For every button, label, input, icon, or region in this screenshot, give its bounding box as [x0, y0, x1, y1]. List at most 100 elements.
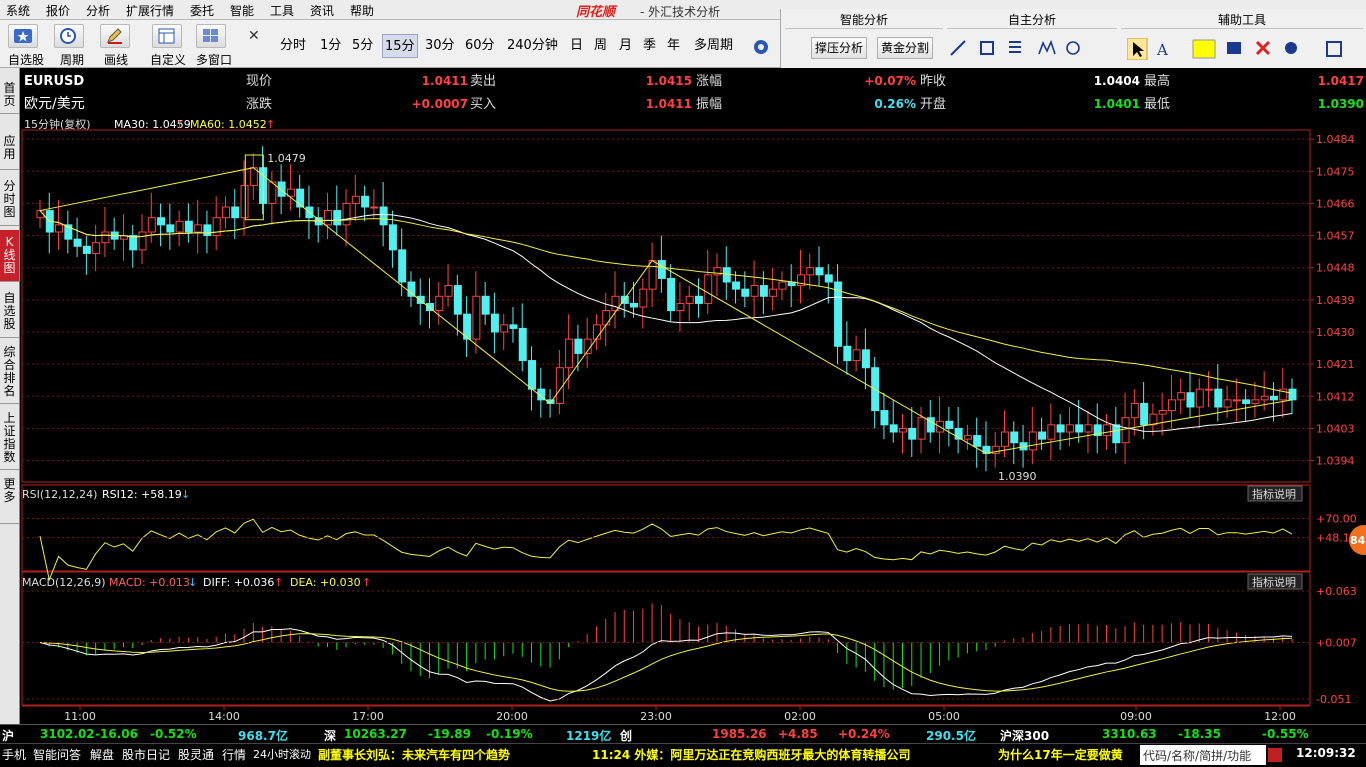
kline-chart[interactable]: EURUSD 欧元/美元 现价 1.0411 卖出 1.0415 涨幅 +0.07% 昨收 1…	[20, 68, 1366, 725]
sidebar-tab-apps[interactable]: 应用	[0, 132, 19, 170]
candle-body	[138, 231, 147, 251]
period-tab-1m[interactable]: 1分	[320, 38, 342, 53]
ma60-line	[39, 210, 1293, 394]
tab-24h-news[interactable]: 24小时滚动	[253, 748, 311, 761]
menu-bar: 系统 报价 分析 扩展行情 委托 智能 工具 资讯 帮助 同花顺 - 外汇技术分…	[0, 0, 1366, 20]
golden-section-button[interactable]: 黄金分割	[877, 37, 934, 59]
ma60-legend: MA60: 1.0452	[190, 118, 267, 131]
period-tab-60m[interactable]: 60分	[465, 38, 495, 53]
menu-quotes[interactable]: 报价	[46, 4, 71, 18]
menu-smart[interactable]: 智能	[230, 4, 255, 18]
sidebar-tab-watchlist[interactable]: 自选股	[0, 286, 19, 338]
tab-quotes[interactable]: 行情	[222, 748, 247, 762]
rsi-tick-label: +70.00	[1316, 513, 1357, 526]
clock: 12:09:32	[1296, 746, 1356, 760]
candle-body	[592, 324, 601, 340]
candle-body	[620, 295, 629, 304]
tab-market-commentary[interactable]: 解盘	[90, 748, 115, 762]
tab-smart-qa[interactable]: 智能问答	[33, 748, 82, 762]
color-picker-icon[interactable]	[1192, 39, 1216, 59]
period-tab-timeshare[interactable]: 分时	[280, 38, 307, 53]
period-tab-day[interactable]: 日	[570, 38, 584, 53]
text-tool-icon[interactable]: A	[1156, 41, 1168, 59]
rsi-indicator-help-button[interactable]	[1247, 485, 1303, 502]
candle-body	[1149, 413, 1158, 426]
wave-icon[interactable]	[1038, 39, 1056, 55]
candle-body	[1214, 388, 1223, 408]
close-icon[interactable]: ✕	[248, 28, 260, 44]
news-headline-2[interactable]: 11:24 外媒：阿里万达正在竞购西班牙最大的体育转播公司	[592, 748, 911, 762]
trend-line-icon[interactable]	[950, 40, 966, 56]
ma30-legend: MA30: 1.0459	[114, 118, 191, 131]
macd-legend-macd: MACD: +0.013	[109, 576, 190, 589]
quote-label-1-0: 涨跌	[246, 96, 272, 112]
period-tab-5m[interactable]: 5分	[352, 38, 374, 53]
clock-icon	[60, 28, 76, 44]
candle-body	[667, 277, 676, 312]
watchlist-button[interactable]	[8, 24, 38, 48]
period-tab-week[interactable]: 周	[594, 38, 608, 53]
custom-button[interactable]	[152, 24, 182, 48]
sidebar-tab-more[interactable]: 更多	[0, 474, 19, 524]
candle-body	[778, 281, 787, 290]
sidebar-tab-timeshare[interactable]: 分时图	[0, 174, 19, 226]
tab-stock-diary[interactable]: 股市日记	[122, 748, 171, 762]
tool-settings-icon[interactable]	[1285, 42, 1297, 54]
news-headline-3[interactable]: 为什么17年一定要做黄	[998, 748, 1123, 762]
period-tab-quarter[interactable]: 季	[643, 38, 657, 53]
time-axis: 11:00 14:00 17:00 20:00 23:00 02:00 05:00 09:00…	[22, 705, 1310, 723]
sidebar-tab-ranking[interactable]: 综合排名	[0, 342, 19, 404]
rectangle-icon[interactable]	[980, 41, 994, 55]
delete-drawing-icon[interactable]	[1255, 40, 1271, 56]
period-tab-30m[interactable]: 30分	[425, 38, 455, 53]
period-tab-year[interactable]: 年	[667, 38, 681, 53]
tab-stock-link[interactable]: 股灵通	[178, 748, 215, 762]
candle-body	[277, 181, 286, 197]
macd-indicator-help-button[interactable]	[1247, 573, 1303, 590]
brand-logo: 同花顺	[576, 5, 616, 20]
period-tab-multi[interactable]: 多周期	[694, 38, 734, 53]
pencil-icon	[107, 28, 122, 44]
rsi-panel-frame	[21, 484, 1311, 572]
floating-badge[interactable]	[1349, 525, 1366, 555]
period-label: 周期	[60, 53, 85, 67]
candle-body	[221, 206, 230, 219]
period-tab-240m[interactable]: 240分钟	[507, 38, 558, 53]
candle-body	[73, 238, 82, 247]
circle-icon[interactable]	[1066, 41, 1080, 55]
ticker-field-12: +4.85	[778, 727, 818, 741]
search-input[interactable]: 代码/名称/简拼/功能	[1140, 745, 1266, 765]
x-tick-label: 17:00	[352, 710, 384, 723]
menu-analysis[interactable]: 分析	[86, 4, 111, 18]
candle-body	[1056, 424, 1065, 433]
candle-body	[676, 302, 685, 312]
menu-help[interactable]: 帮助	[350, 4, 375, 18]
diff-up-arrow-icon: ↑	[274, 576, 283, 589]
menu-news[interactable]: 资讯	[310, 4, 335, 18]
multi-window-button[interactable]	[196, 24, 226, 48]
settings-gear-icon[interactable]	[752, 38, 770, 56]
period-tab-15m[interactable]: 15分	[382, 34, 418, 58]
watchlist-label: 自选股	[8, 53, 45, 67]
draw-line-label: 画线	[104, 53, 129, 67]
sidebar-tab-home[interactable]: 首页	[0, 78, 19, 114]
tab-mobile[interactable]: 手机	[2, 748, 27, 762]
fib-lines-icon[interactable]	[1009, 41, 1021, 53]
period-tab-month[interactable]: 月	[619, 38, 633, 53]
news-headline-1[interactable]: 副董事长刘弘：未来汽车有四个趋势	[318, 748, 511, 762]
menu-tools[interactable]: 工具	[270, 4, 295, 18]
menu-system[interactable]: 系统	[6, 4, 31, 18]
windows-icon	[203, 29, 218, 42]
menu-order[interactable]: 委托	[190, 4, 215, 18]
period-button[interactable]	[54, 24, 84, 48]
support-resistance-button[interactable]: 撑压分析	[811, 37, 868, 59]
quote-value-1-1: 1.0411	[646, 97, 692, 111]
sidebar-tab-sh-index[interactable]: 上证指数	[0, 408, 19, 470]
candlesticks[interactable]	[36, 146, 1297, 472]
draw-line-button[interactable]	[100, 24, 130, 48]
menu-extended-quotes[interactable]: 扩展行情	[126, 4, 175, 18]
dropdown-icon[interactable]	[1268, 748, 1282, 762]
save-drawing-icon[interactable]	[1227, 42, 1241, 54]
expand-icon[interactable]	[1326, 41, 1342, 57]
